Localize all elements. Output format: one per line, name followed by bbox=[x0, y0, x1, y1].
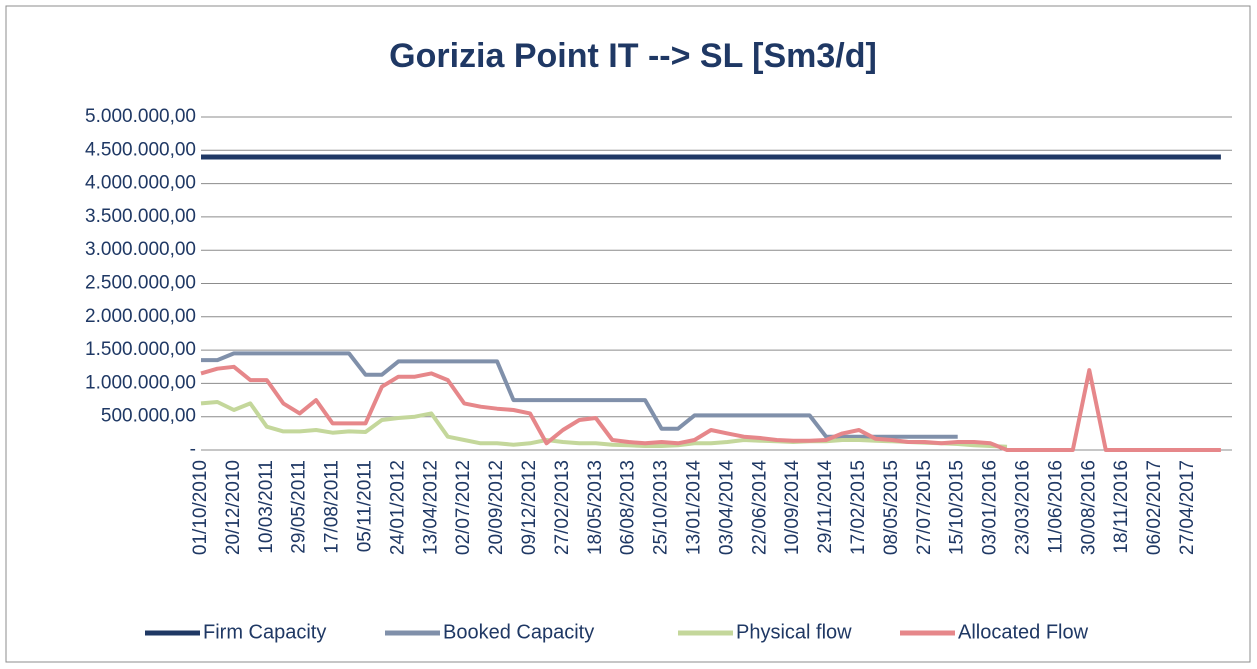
x-tick-label: 08/05/2015 bbox=[881, 460, 902, 555]
legend-label: Firm Capacity bbox=[203, 621, 326, 643]
x-tick-label: 25/10/2013 bbox=[651, 460, 672, 555]
x-tick-label: 06/02/2017 bbox=[1144, 460, 1165, 555]
x-tick-label: 27/02/2013 bbox=[552, 460, 573, 555]
x-tick-label: 17/08/2011 bbox=[322, 460, 343, 554]
x-tick-label: 29/05/2011 bbox=[289, 460, 310, 554]
legend-label: Physical flow bbox=[736, 621, 852, 643]
legend-label: Booked Capacity bbox=[443, 621, 594, 643]
x-tick-label: 15/10/2015 bbox=[947, 460, 968, 555]
series-line bbox=[200, 364, 1221, 452]
y-tick-label: - bbox=[190, 439, 196, 460]
y-tick-label: 2.000.000,00 bbox=[85, 306, 196, 327]
x-tick-label: 13/01/2014 bbox=[684, 460, 705, 556]
x-tick-label: 09/12/2012 bbox=[519, 460, 540, 555]
x-tick-label: 27/07/2015 bbox=[914, 460, 935, 555]
x-tick-label: 11/06/2016 bbox=[1045, 460, 1066, 554]
x-tick-label: 03/01/2016 bbox=[980, 460, 1001, 555]
x-tick-label: 01/10/2010 bbox=[190, 460, 211, 555]
x-tick-label: 17/02/2015 bbox=[848, 460, 869, 555]
x-tick-label: 18/05/2013 bbox=[585, 460, 606, 555]
x-tick-label: 27/04/2017 bbox=[1177, 460, 1198, 555]
y-tick-label: 4.000.000,00 bbox=[85, 173, 196, 194]
x-tick-label: 03/04/2014 bbox=[716, 460, 737, 556]
x-tick-label: 24/01/2012 bbox=[387, 460, 408, 555]
x-tick-label: 13/04/2012 bbox=[420, 460, 441, 555]
chart-title: Gorizia Point IT --> SL [Sm3/d] bbox=[389, 37, 877, 75]
y-tick-label: 4.500.000,00 bbox=[85, 139, 196, 160]
y-tick-label: 3.500.000,00 bbox=[85, 206, 196, 227]
x-tick-label: 10/09/2014 bbox=[782, 460, 803, 556]
y-tick-label: 3.000.000,00 bbox=[85, 239, 196, 260]
x-tick-label: 20/09/2012 bbox=[486, 460, 507, 555]
x-tick-label: 29/11/2014 bbox=[815, 460, 836, 554]
y-tick-label: 1.500.000,00 bbox=[85, 339, 196, 360]
x-tick-label: 06/08/2013 bbox=[618, 460, 639, 555]
series-line bbox=[200, 400, 1008, 449]
x-tick-label: 18/11/2016 bbox=[1111, 460, 1132, 554]
y-tick-label: 5.000.000,00 bbox=[85, 106, 196, 127]
chart-border bbox=[5, 5, 1251, 663]
x-tick-label: 20/12/2010 bbox=[223, 460, 244, 555]
legend-label: Allocated Flow bbox=[958, 621, 1089, 643]
x-tick-label: 22/06/2014 bbox=[749, 460, 770, 556]
x-tick-label: 30/08/2016 bbox=[1078, 460, 1099, 555]
y-tick-label: 500.000,00 bbox=[101, 406, 196, 427]
x-tick-label: 02/07/2012 bbox=[453, 460, 474, 555]
x-tick-label: 05/11/2011 bbox=[355, 460, 376, 552]
y-tick-label: 2.500.000,00 bbox=[85, 273, 196, 294]
y-tick-label: 1.000.000,00 bbox=[85, 372, 196, 393]
x-tick-label: 23/03/2016 bbox=[1013, 460, 1034, 555]
x-tick-label: 10/03/2011 bbox=[256, 460, 277, 554]
